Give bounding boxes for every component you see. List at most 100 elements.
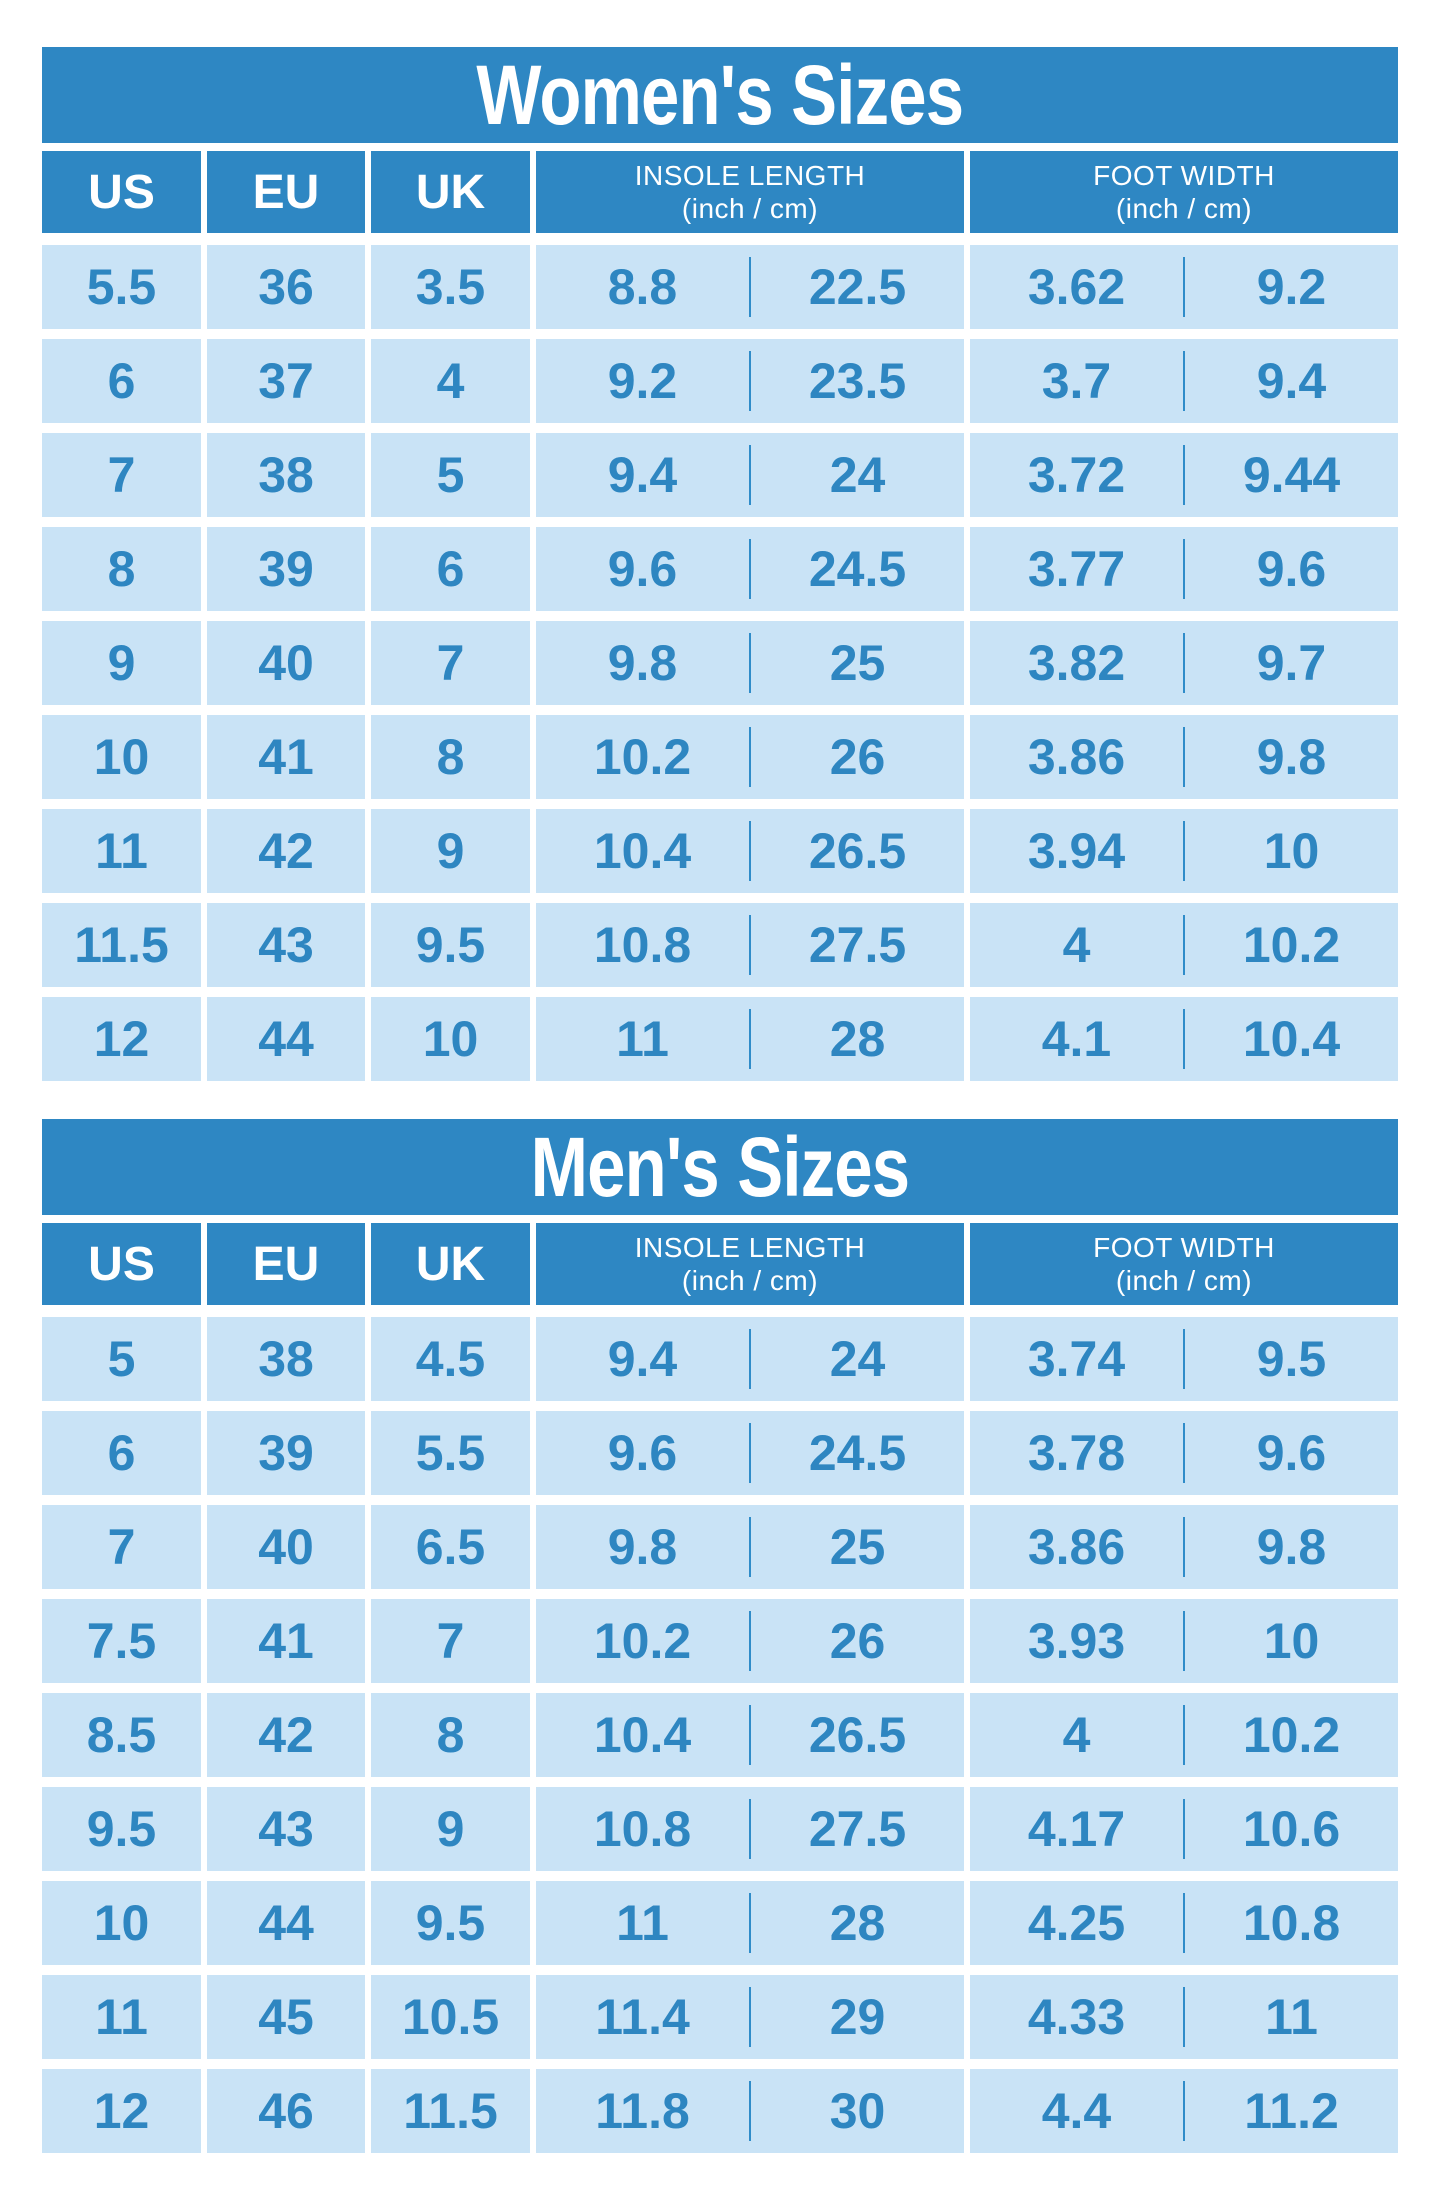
- foot-width-cm-value: 9.8: [1256, 1519, 1327, 1575]
- table-row: 9 40 7 9.8 25 3.82 9.7: [42, 621, 1398, 705]
- eu-size-cell: 39: [207, 1411, 365, 1495]
- eu-size-cell: 44: [207, 1881, 365, 1965]
- inch-cm-divider: [749, 821, 751, 881]
- insole-length-header-units: (inch / cm): [681, 193, 819, 224]
- womens-table-title: Women's Sizes: [476, 48, 965, 142]
- us-size-cell: 8.5: [42, 1693, 201, 1777]
- inch-cm-divider: [1183, 1329, 1185, 1389]
- inch-cm-divider: [1183, 1893, 1185, 1953]
- us-size-cell: 9.5: [42, 1787, 201, 1871]
- foot-width-inch-value: 3.7: [1041, 353, 1112, 409]
- uk-size-cell: 9.5: [371, 903, 530, 987]
- table-row: 7.5 41 7 10.2 26 3.93 10: [42, 1599, 1398, 1683]
- table-row: 5.5 36 3.5 8.8 22.5 3.62 9.2: [42, 245, 1398, 329]
- inch-cm-divider: [1183, 1423, 1185, 1483]
- eu-size-cell: 43: [207, 1787, 365, 1871]
- foot-width-cm-value: 10.6: [1242, 1801, 1341, 1857]
- insole-cm-value: 29: [829, 1989, 886, 2045]
- uk-size-cell: 9: [371, 809, 530, 893]
- us-size-cell: 7: [42, 1505, 201, 1589]
- table-row: 7 38 5 9.4 24 3.72 9.44: [42, 433, 1398, 517]
- insole-inch-value: 9.6: [607, 541, 678, 597]
- foot-width-column-header: FOOT WIDTH (inch / cm): [970, 151, 1398, 233]
- insole-cm-value: 25: [829, 1519, 886, 1575]
- eu-size-cell: 46: [207, 2069, 365, 2153]
- foot-width-cell: 3.94 10: [970, 809, 1398, 893]
- foot-width-inch-value: 3.93: [1027, 1613, 1126, 1669]
- us-size-cell: 7.5: [42, 1599, 201, 1683]
- us-size-cell: 11: [42, 809, 201, 893]
- inch-cm-divider: [749, 1009, 751, 1069]
- table-row: 5 38 4.5 9.4 24 3.74 9.5: [42, 1317, 1398, 1401]
- mens-column-header-row: US EU UK INSOLE LENGTH (inch / cm) FOOT …: [42, 1223, 1398, 1305]
- uk-size-cell: 9.5: [371, 1881, 530, 1965]
- inch-cm-divider: [1183, 727, 1185, 787]
- insole-inch-value: 10.4: [593, 823, 692, 879]
- foot-width-cm-value: 10.4: [1242, 1011, 1341, 1067]
- us-size-cell: 5.5: [42, 245, 201, 329]
- foot-width-cell: 4 10.2: [970, 1693, 1398, 1777]
- inch-cm-divider: [749, 257, 751, 317]
- inch-cm-divider: [1183, 539, 1185, 599]
- foot-width-cm-value: 9.2: [1256, 259, 1327, 315]
- inch-cm-divider: [749, 1987, 751, 2047]
- insole-cm-value: 24.5: [808, 1425, 907, 1481]
- insole-cm-value: 26: [829, 1613, 886, 1669]
- us-size-cell: 11: [42, 1975, 201, 2059]
- eu-size-cell: 41: [207, 1599, 365, 1683]
- inch-cm-divider: [749, 1799, 751, 1859]
- table-row: 8 39 6 9.6 24.5 3.77 9.6: [42, 527, 1398, 611]
- insole-inch-value: 9.4: [607, 1331, 678, 1387]
- insole-length-column-header: INSOLE LENGTH (inch / cm): [536, 151, 964, 233]
- insole-inch-value: 9.4: [607, 447, 678, 503]
- mens-title-bar: Men's Sizes: [42, 1119, 1398, 1215]
- insole-length-header-label: INSOLE LENGTH: [634, 1232, 866, 1263]
- eu-size-cell: 42: [207, 1693, 365, 1777]
- insole-length-cell: 10.2 26: [536, 715, 964, 799]
- inch-cm-divider: [1183, 1517, 1185, 1577]
- inch-cm-divider: [749, 351, 751, 411]
- foot-width-inch-value: 4.25: [1027, 1895, 1126, 1951]
- mens-size-table: Men's Sizes US EU UK INSOLE LENGTH (inch…: [42, 1119, 1398, 2153]
- insole-cm-value: 25: [829, 635, 886, 691]
- inch-cm-divider: [1183, 915, 1185, 975]
- us-column-header: US: [42, 151, 201, 233]
- uk-size-cell: 9: [371, 1787, 530, 1871]
- foot-width-header-units: (inch / cm): [1115, 193, 1253, 224]
- uk-size-cell: 4: [371, 339, 530, 423]
- foot-width-cell: 4.1 10.4: [970, 997, 1398, 1081]
- table-row: 11 42 9 10.4 26.5 3.94 10: [42, 809, 1398, 893]
- insole-cm-value: 26.5: [808, 1707, 907, 1763]
- us-size-cell: 11.5: [42, 903, 201, 987]
- insole-length-cell: 9.6 24.5: [536, 527, 964, 611]
- foot-width-cm-value: 10: [1263, 823, 1320, 879]
- foot-width-cell: 3.7 9.4: [970, 339, 1398, 423]
- insole-length-header-label: INSOLE LENGTH: [634, 160, 866, 191]
- foot-width-cm-value: 9.6: [1256, 541, 1327, 597]
- uk-column-header: UK: [371, 1223, 530, 1305]
- eu-size-cell: 37: [207, 339, 365, 423]
- table-row: 10 41 8 10.2 26 3.86 9.8: [42, 715, 1398, 799]
- insole-length-cell: 10.8 27.5: [536, 903, 964, 987]
- us-size-cell: 10: [42, 1881, 201, 1965]
- inch-cm-divider: [1183, 351, 1185, 411]
- foot-width-inch-value: 4: [1062, 917, 1091, 973]
- eu-size-cell: 45: [207, 1975, 365, 2059]
- eu-size-cell: 40: [207, 621, 365, 705]
- insole-inch-value: 11.8: [595, 2083, 690, 2139]
- foot-width-cell: 3.82 9.7: [970, 621, 1398, 705]
- uk-size-cell: 7: [371, 1599, 530, 1683]
- insole-cm-value: 27.5: [808, 1801, 907, 1857]
- uk-size-cell: 6.5: [371, 1505, 530, 1589]
- us-size-cell: 5: [42, 1317, 201, 1401]
- insole-cm-value: 22.5: [808, 259, 907, 315]
- foot-width-cell: 4.25 10.8: [970, 1881, 1398, 1965]
- uk-size-cell: 8: [371, 1693, 530, 1777]
- insole-length-cell: 9.6 24.5: [536, 1411, 964, 1495]
- eu-size-cell: 38: [207, 1317, 365, 1401]
- insole-inch-value: 10.2: [593, 729, 692, 785]
- insole-inch-value: 11.4: [595, 1989, 690, 2045]
- insole-cm-value: 28: [829, 1895, 886, 1951]
- foot-width-header-units: (inch / cm): [1115, 1265, 1253, 1296]
- uk-column-header: UK: [371, 151, 530, 233]
